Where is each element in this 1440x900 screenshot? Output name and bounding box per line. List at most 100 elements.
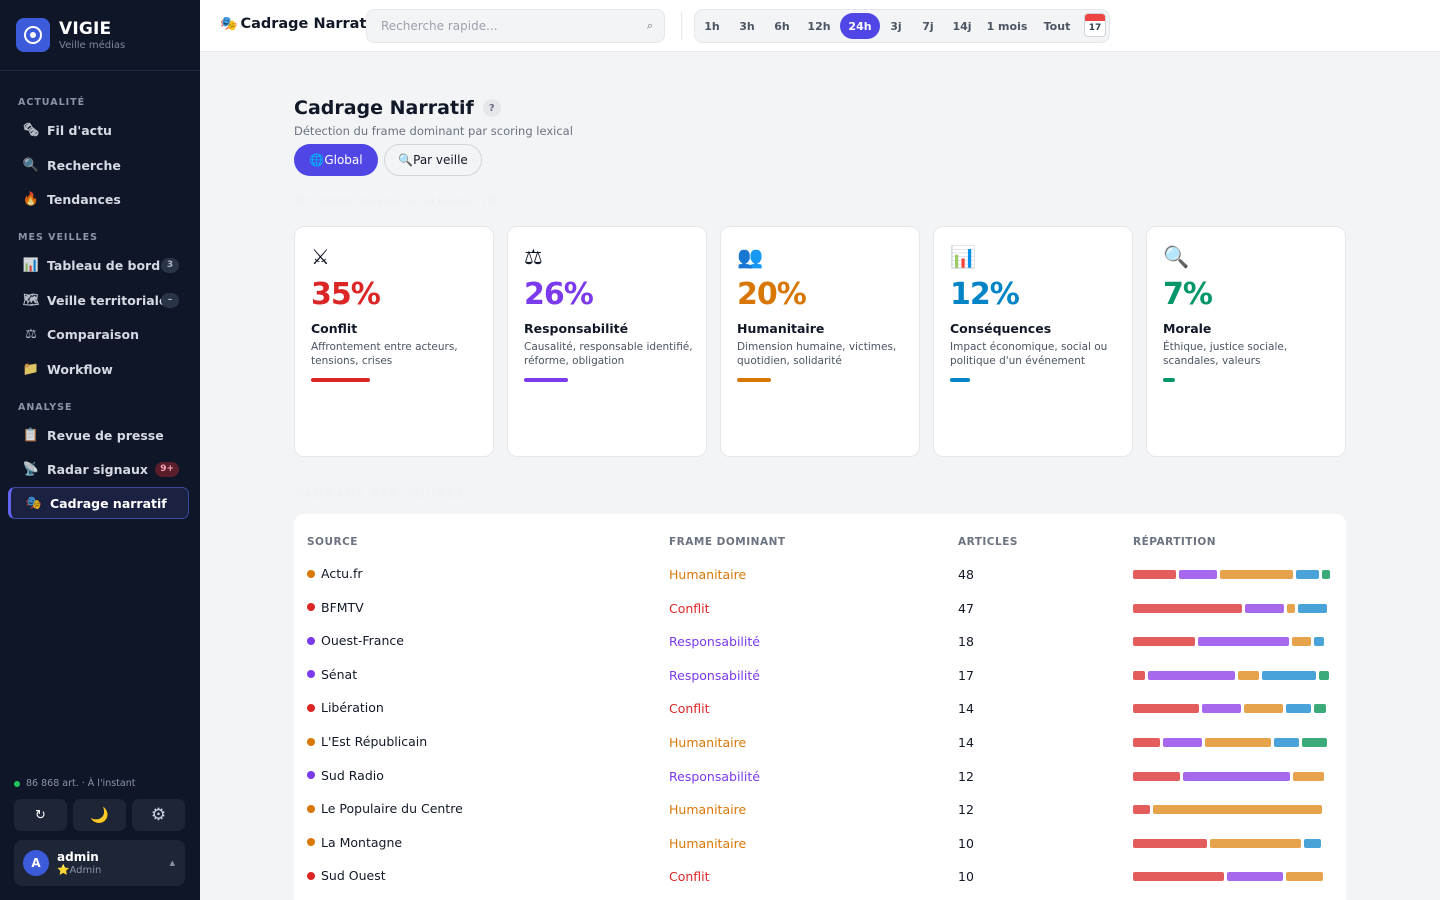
period-7j[interactable]: 7j: [922, 19, 934, 33]
table-row[interactable]: La Montagne Humanitaire 10: [294, 827, 1346, 860]
sidebar-item-comparaison[interactable]: ⚖ Comparaison: [8, 318, 189, 350]
period-3h[interactable]: 3h: [739, 19, 755, 33]
refresh-button[interactable]: ↻: [14, 799, 67, 831]
table-row[interactable]: BFMTV Conflit 47: [294, 592, 1346, 625]
source-cell: La Montagne: [307, 835, 402, 850]
table-row[interactable]: Le Populaire du Centre Humanitaire 12: [294, 793, 1346, 826]
sidebar-item-tendances[interactable]: 🔥 Tendances: [8, 183, 189, 215]
frame-name: Humanitaire: [737, 321, 825, 336]
search-icon[interactable]: ⌕: [646, 19, 653, 32]
table-row[interactable]: Sénat Responsabilité 17: [294, 659, 1346, 692]
brand[interactable]: VIGIE Veille médias: [0, 0, 200, 71]
section-title-cadrage-par-source: CADRAGE PAR SOURCE: [294, 487, 467, 501]
sidebar-item-cadrage-narratif[interactable]: 🎭 Cadrage narratif: [8, 487, 189, 519]
distribution-segment: [1286, 704, 1311, 714]
user-menu[interactable]: A admin ⭐Admin ▲: [14, 840, 185, 886]
settings-button[interactable]: ⚙: [132, 799, 185, 831]
table-row[interactable]: Sud Radio Responsabilité 12: [294, 760, 1346, 793]
distribution-bar: [1133, 570, 1333, 579]
table-row[interactable]: Ouest-France Responsabilité 18: [294, 625, 1346, 658]
article-count: 14: [958, 701, 974, 717]
frame-dominant: Humanitaire: [669, 835, 747, 851]
topbar: 🎭 Cadrage Narratif ⌕ 1h 3h 6h 12h 24h 3j…: [200, 0, 1440, 52]
help-icon[interactable]: ?: [482, 99, 501, 117]
app-name: VIGIE: [59, 19, 112, 39]
frame-card-responsabilite[interactable]: ⚖ 26% Responsabilité Causalité, responsa…: [507, 226, 707, 457]
distribution-segment: [1133, 838, 1207, 848]
page-subtitle: Détection du frame dominant par scoring …: [294, 124, 573, 138]
sidebar-item-label: Veille territoriale: [47, 292, 168, 308]
table-row[interactable]: L'Est Républicain Humanitaire 14: [294, 726, 1346, 759]
distribution-segment: [1133, 670, 1145, 680]
logo-icon: [16, 18, 50, 52]
sidebar-item-label: Revue de presse: [47, 427, 164, 443]
period-1-mois[interactable]: 1 mois: [986, 19, 1028, 33]
people-icon: 👥: [737, 245, 764, 269]
calendar-icon[interactable]: 17: [1084, 13, 1106, 37]
period-14j[interactable]: 14j: [952, 19, 972, 33]
frame-card-morale[interactable]: 🔍 7% Morale Éthique, justice sociale, sc…: [1146, 226, 1346, 457]
sidebar-item-revue-de-presse[interactable]: 📋 Revue de presse: [8, 419, 189, 451]
calendar-day: 17: [1088, 23, 1102, 33]
quick-search[interactable]: ⌕: [366, 9, 665, 43]
frame-dot-icon: [307, 838, 315, 847]
sidebar-item-veille-territoriale[interactable]: 🗺 Veille territoriale –: [8, 284, 189, 316]
frame-dot-icon: [307, 603, 315, 612]
distribution-segment: [1274, 738, 1299, 747]
distribution-segment: [1210, 838, 1301, 848]
sidebar-item-label: Fil d'actu: [47, 122, 112, 138]
source-cell: Sud Ouest: [307, 868, 386, 883]
frame-share-bar: [737, 378, 771, 382]
table-row[interactable]: Libération Conflit 14: [294, 692, 1346, 725]
period-24h[interactable]: 24h: [840, 13, 880, 39]
sidebar-item-label: Cadrage narratif: [50, 495, 167, 511]
caret-up-icon: ▲: [169, 859, 175, 867]
distribution-segment: [1304, 838, 1321, 848]
distribution-segment: [1262, 670, 1316, 680]
sidebar-item-fil-actu[interactable]: 🗞 Fil d'actu: [8, 114, 189, 146]
frame-card-humanitaire[interactable]: 👥 20% Humanitaire Dimension humaine, vic…: [720, 226, 920, 457]
source-name: La Montagne: [321, 834, 403, 850]
period-3j[interactable]: 3j: [890, 19, 902, 33]
mode-global-button[interactable]: 🌐Global: [294, 144, 378, 176]
sidebar-item-tableau-de-bord[interactable]: 📊 Tableau de bord 3: [8, 249, 189, 281]
frame-dominant: Conflit: [669, 600, 710, 616]
frame-dot-icon: [307, 636, 315, 645]
distribution-segment: [1148, 670, 1235, 680]
table-row[interactable]: Actu.fr Humanitaire 48: [294, 558, 1346, 591]
table-row[interactable]: Sud Ouest Conflit 10: [294, 860, 1346, 893]
search-icon: 🔍: [22, 157, 40, 173]
search-input[interactable]: [381, 19, 631, 33]
mode-par-veille-button[interactable]: 🔍Par veille: [384, 144, 482, 176]
section-actualite: ACTUALITÉ: [18, 97, 86, 108]
distribution-segment: [1133, 771, 1180, 781]
header-articles: ARTICLES: [958, 536, 1018, 548]
distribution-segment: [1314, 637, 1324, 647]
distribution-segment: [1202, 704, 1241, 714]
frame-card-consequences[interactable]: 📊 12% Conséquences Impact économique, so…: [933, 226, 1133, 457]
theme-toggle-button[interactable]: 🌙: [73, 799, 126, 831]
sidebar-item-label: Recherche: [47, 157, 121, 173]
frame-description: Causalité, responsable identifié, réform…: [524, 341, 693, 367]
period-6h[interactable]: 6h: [774, 19, 790, 33]
user-role: ⭐Admin: [57, 865, 102, 876]
sidebar-item-recherche[interactable]: 🔍 Recherche: [8, 149, 189, 181]
frame-dominant: Humanitaire: [669, 567, 747, 582]
source-name: Actu.fr: [321, 566, 363, 581]
article-count: 48: [958, 567, 974, 582]
frame-card-conflit[interactable]: ⚔ 35% Conflit Affrontement entre acteurs…: [294, 226, 494, 457]
sidebar-item-radar-signaux[interactable]: 📡 Radar signaux 9+: [8, 453, 189, 485]
article-count: 10: [958, 869, 974, 885]
sidebar-item-label: Comparaison: [47, 326, 139, 342]
source-cell: Actu.fr: [307, 566, 363, 581]
distribution-bar: [1133, 771, 1333, 781]
frame-percent: 35%: [311, 277, 381, 312]
sync-status-text: 86 868 art. · À l'instant: [26, 778, 136, 789]
period-1h[interactable]: 1h: [704, 19, 720, 33]
period-tout[interactable]: Tout: [1043, 19, 1071, 33]
source-name: BFMTV: [321, 599, 364, 615]
sidebar-item-workflow[interactable]: 📁 Workflow: [8, 353, 189, 385]
distribution-segment: [1183, 771, 1290, 781]
frame-share-bar: [1163, 378, 1175, 382]
period-12h[interactable]: 12h: [807, 19, 831, 33]
